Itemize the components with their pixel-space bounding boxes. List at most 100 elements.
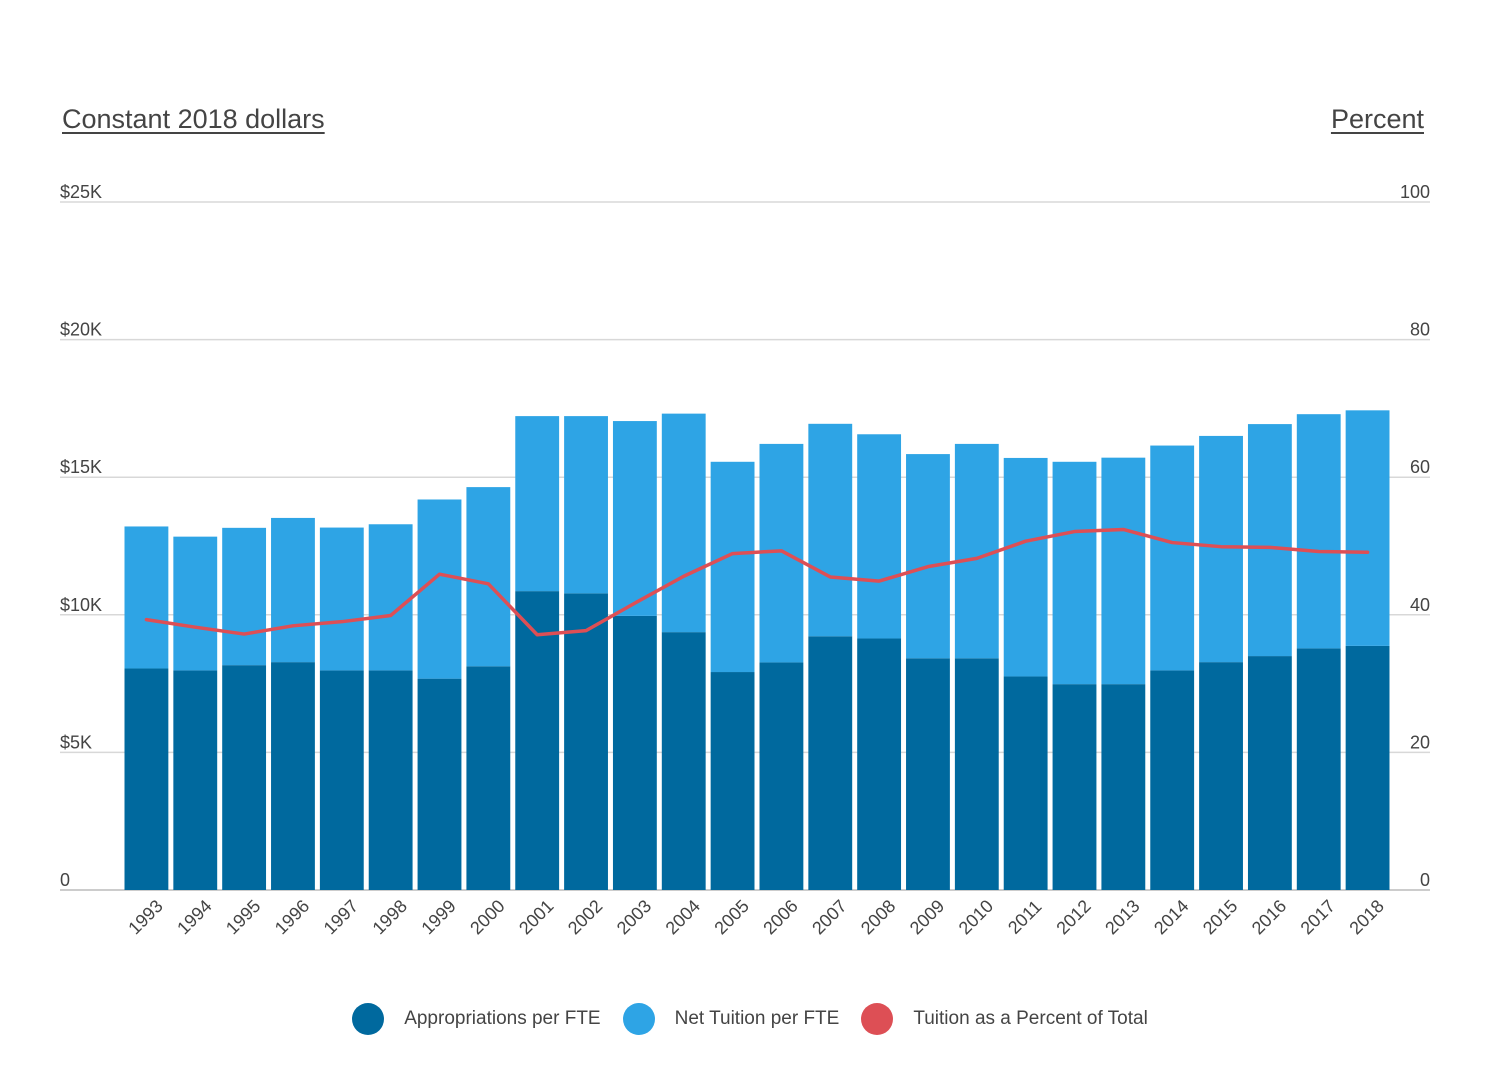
bar-appropriations-1997 <box>319 670 364 890</box>
legend-label-tuition-percent: Tuition as a Percent of Total <box>913 1008 1148 1029</box>
bar-appropriations-2007 <box>808 636 853 890</box>
bar-net-tuition-2017 <box>1296 414 1341 649</box>
x-tick-label: 2006 <box>759 896 801 938</box>
x-tick-label: 1997 <box>320 896 362 938</box>
y-right-tick-label: 60 <box>1410 457 1430 477</box>
x-tick-label: 2000 <box>466 896 508 938</box>
x-tick-label: 2014 <box>1150 896 1192 938</box>
bar-appropriations-2016 <box>1247 656 1292 890</box>
line-tuition-percent <box>144 527 1370 637</box>
bar-net-tuition-2012 <box>1052 461 1097 685</box>
stacked-bar-line-chart: 0 0 $5K 20 $10K 40 $15K 60 $20K 80 $25K 100 1993 1994… <box>60 182 1430 938</box>
bar-net-tuition-2013 <box>1101 457 1146 685</box>
legend-swatch-appropriations <box>352 1003 385 1035</box>
y-left-tick-label: $25K <box>60 182 102 202</box>
bar-net-tuition-2014 <box>1150 445 1195 671</box>
bar-net-tuition-2007 <box>808 423 853 637</box>
x-tick-label: 1993 <box>124 896 166 938</box>
bar-appropriations-2018 <box>1345 645 1390 890</box>
y-left-tick-label: $20K <box>60 320 102 340</box>
bar-net-tuition-1993 <box>124 526 169 669</box>
x-tick-label: 2017 <box>1297 896 1339 938</box>
x-tick-label: 1994 <box>173 896 215 938</box>
bar-appropriations-1998 <box>368 670 413 890</box>
x-tick-label: 2015 <box>1199 896 1241 938</box>
y-right-tick-label: 80 <box>1410 320 1430 340</box>
x-tick-label: 2003 <box>613 896 655 938</box>
x-tick-label: 1995 <box>222 896 264 938</box>
y-left-tick-label: 0 <box>60 870 70 890</box>
legend-swatch-tuition-percent <box>861 1003 894 1035</box>
bar-appropriations-2013 <box>1101 684 1146 890</box>
x-tick-label: 1996 <box>271 896 313 938</box>
x-tick-label: 2012 <box>1052 896 1094 938</box>
bar-appropriations-2017 <box>1296 648 1341 890</box>
legend-swatch-net-tuition <box>622 1003 655 1035</box>
y-right-tick-label: 100 <box>1400 182 1430 202</box>
x-tick-label: 2011 <box>1004 896 1046 938</box>
bar-appropriations-2014 <box>1150 670 1195 890</box>
bar-appropriations-1996 <box>271 662 315 890</box>
y-left-tick-label: $5K <box>60 732 92 752</box>
bar-appropriations-2001 <box>515 591 560 890</box>
y-right-tick-label: 40 <box>1410 595 1430 615</box>
bar-net-tuition-2009 <box>906 454 950 659</box>
x-tick-label: 2008 <box>857 896 899 938</box>
bar-net-tuition-2011 <box>1003 457 1048 677</box>
bar-appropriations-1995 <box>222 665 267 890</box>
bar-appropriations-1999 <box>417 678 462 890</box>
legend-item-tuition-percent[interactable]: Tuition as a Percent of Total <box>861 1003 1148 1035</box>
bar-appropriations-2005 <box>710 672 755 890</box>
bar-net-tuition-2015 <box>1199 435 1243 663</box>
bar-net-tuition-2001 <box>515 416 560 592</box>
bar-appropriations-2008 <box>857 638 902 890</box>
x-tick-label: 2009 <box>906 896 948 938</box>
bar-net-tuition-2003 <box>612 421 657 616</box>
bar-net-tuition-2005 <box>710 461 755 673</box>
bar-appropriations-2006 <box>759 662 804 890</box>
bar-appropriations-1993 <box>124 668 169 890</box>
bar-appropriations-2004 <box>661 632 706 890</box>
x-tick-label: 1999 <box>417 896 459 938</box>
bar-appropriations-2012 <box>1052 684 1097 890</box>
bar-net-tuition-2004 <box>661 413 706 633</box>
bar-net-tuition-1994 <box>173 536 218 671</box>
x-tick-label: 2007 <box>808 896 850 938</box>
bar-net-tuition-2016 <box>1247 424 1292 657</box>
y-left-tick-label: $15K <box>60 457 102 477</box>
bar-appropriations-2003 <box>612 615 657 890</box>
legend-label-net-tuition: Net Tuition per FTE <box>674 1008 840 1029</box>
x-tick-label: 2004 <box>662 896 704 938</box>
x-tick-label: 2001 <box>515 896 557 938</box>
bar-appropriations-2002 <box>564 593 608 890</box>
bar-net-tuition-2000 <box>466 487 511 667</box>
bar-appropriations-2011 <box>1003 676 1048 890</box>
chart-legend: Appropriations per FTE Net Tuition per F… <box>0 1002 1500 1036</box>
bar-appropriations-2015 <box>1199 662 1243 890</box>
x-tick-label: 2018 <box>1345 896 1387 938</box>
bar-net-tuition-1998 <box>368 524 413 671</box>
legend-label-appropriations: Appropriations per FTE <box>404 1008 601 1029</box>
legend-item-net-tuition[interactable]: Net Tuition per FTE <box>622 1003 840 1035</box>
bar-appropriations-2009 <box>906 658 950 890</box>
bar-net-tuition-1997 <box>319 527 364 671</box>
x-tick-label: 2013 <box>1101 896 1143 938</box>
bar-net-tuition-2018 <box>1345 410 1390 646</box>
y-left-tick-label: $10K <box>60 595 102 615</box>
bar-net-tuition-2010 <box>954 443 999 659</box>
bar-net-tuition-1996 <box>271 517 315 663</box>
x-tick-label: 2005 <box>710 896 752 938</box>
legend-item-appropriations[interactable]: Appropriations per FTE <box>352 1003 601 1035</box>
y-right-tick-label: 20 <box>1410 732 1430 752</box>
bar-appropriations-1994 <box>173 670 218 890</box>
bar-net-tuition-1999 <box>417 499 462 679</box>
bar-appropriations-2010 <box>954 658 999 890</box>
y-right-tick-label: 0 <box>1420 870 1430 890</box>
bar-net-tuition-1995 <box>222 527 267 666</box>
bar-appropriations-2000 <box>466 666 511 890</box>
x-tick-label: 2016 <box>1248 896 1290 938</box>
x-tick-label: 1998 <box>369 896 411 938</box>
x-tick-label: 2010 <box>955 896 997 938</box>
bar-net-tuition-2002 <box>564 416 608 594</box>
x-tick-label: 2002 <box>564 896 606 938</box>
